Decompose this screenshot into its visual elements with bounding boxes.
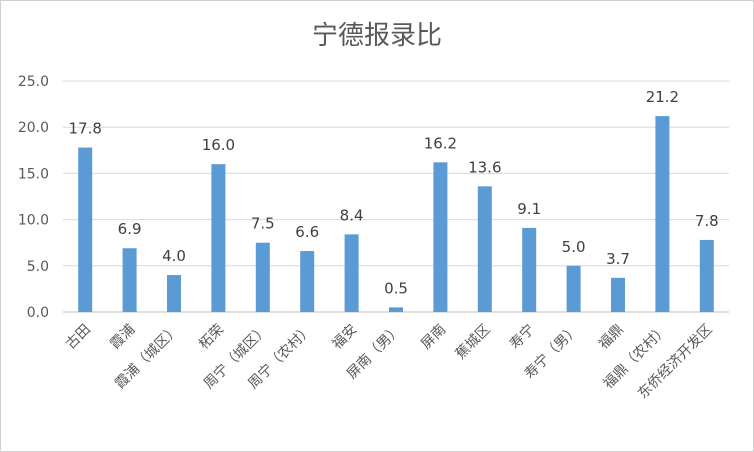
y-tick-label: 15.0 <box>18 166 49 182</box>
x-tick-label: 古田 <box>63 322 94 353</box>
y-tick-label: 25.0 <box>18 74 49 90</box>
data-label: 17.8 <box>68 120 101 138</box>
x-tick-label: 福鼎 <box>596 322 627 353</box>
data-label: 6.6 <box>295 223 319 241</box>
bar <box>566 265 581 312</box>
data-label: 6.9 <box>118 220 142 238</box>
data-label: 16.2 <box>424 134 457 152</box>
bar <box>699 239 714 312</box>
data-label: 7.5 <box>251 215 275 233</box>
data-label: 16.0 <box>202 136 235 154</box>
bar <box>433 162 448 312</box>
x-tick-label: 屏南 <box>418 322 449 353</box>
bar <box>122 248 137 312</box>
y-tick-label: 5.0 <box>27 259 49 275</box>
bar <box>211 164 226 312</box>
x-tick-label: 福安 <box>329 322 360 353</box>
chart-title: 宁德报录比 <box>311 21 442 51</box>
data-label: 3.7 <box>606 250 630 268</box>
bar <box>477 186 492 312</box>
bar <box>167 275 181 312</box>
x-tick-label: 柘荣 <box>196 322 227 353</box>
data-label: 5.0 <box>562 238 586 256</box>
x-tick-label: 寿宁 <box>506 321 538 353</box>
x-tick-label: 蕉城区 <box>453 322 494 363</box>
data-label: 21.2 <box>646 88 679 106</box>
y-tick-label: 10.0 <box>18 213 49 229</box>
y-tick-label: 0.0 <box>27 305 49 321</box>
bar <box>522 227 537 312</box>
data-label: 13.6 <box>468 158 501 176</box>
bar <box>78 147 93 312</box>
x-tick-label: 霞浦 <box>107 322 138 353</box>
data-label: 7.8 <box>695 212 719 230</box>
y-tick-label: 20.0 <box>18 120 49 136</box>
bar <box>655 116 670 312</box>
data-label: 0.5 <box>384 279 408 297</box>
data-label: 4.0 <box>162 247 186 265</box>
data-label: 9.1 <box>517 200 541 218</box>
bar <box>344 234 359 312</box>
bar <box>255 242 270 312</box>
bar <box>389 307 403 312</box>
bar <box>611 277 625 312</box>
bar <box>300 251 315 312</box>
data-label: 8.4 <box>340 206 364 224</box>
